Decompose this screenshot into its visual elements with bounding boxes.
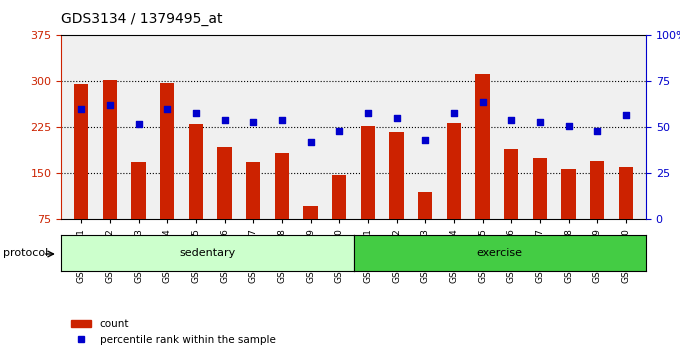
- Point: [219, 117, 230, 123]
- Bar: [590, 161, 605, 219]
- Point: [592, 128, 602, 134]
- Bar: [504, 149, 518, 219]
- Text: GDS3134 / 1379495_at: GDS3134 / 1379495_at: [61, 12, 222, 27]
- Bar: [103, 80, 117, 219]
- Point: [420, 137, 430, 143]
- Point: [477, 99, 488, 104]
- Bar: [160, 82, 175, 219]
- Point: [449, 110, 460, 115]
- Point: [105, 103, 116, 108]
- Bar: [218, 147, 232, 219]
- Point: [162, 106, 173, 112]
- Point: [534, 119, 545, 125]
- Point: [133, 121, 144, 127]
- Bar: [74, 85, 88, 219]
- Point: [620, 112, 631, 118]
- Point: [563, 123, 574, 129]
- Point: [190, 110, 201, 115]
- Bar: [619, 167, 633, 219]
- Bar: [390, 132, 404, 219]
- Bar: [418, 192, 432, 219]
- Point: [362, 110, 373, 115]
- Point: [277, 117, 288, 123]
- Bar: [246, 162, 260, 219]
- Bar: [475, 74, 490, 219]
- Bar: [562, 169, 576, 219]
- Point: [506, 117, 517, 123]
- Bar: [447, 123, 461, 219]
- Bar: [332, 175, 346, 219]
- Text: exercise: exercise: [477, 248, 523, 258]
- Bar: [189, 124, 203, 219]
- Point: [334, 128, 345, 134]
- Bar: [361, 126, 375, 219]
- Point: [305, 139, 316, 145]
- Text: protocol: protocol: [3, 248, 49, 258]
- Point: [76, 106, 87, 112]
- Bar: [303, 206, 318, 219]
- Bar: [131, 162, 146, 219]
- Bar: [532, 158, 547, 219]
- Point: [248, 119, 258, 125]
- Legend: count, percentile rank within the sample: count, percentile rank within the sample: [67, 315, 279, 349]
- Bar: [275, 153, 289, 219]
- Point: [391, 115, 402, 121]
- Text: sedentary: sedentary: [180, 248, 235, 258]
